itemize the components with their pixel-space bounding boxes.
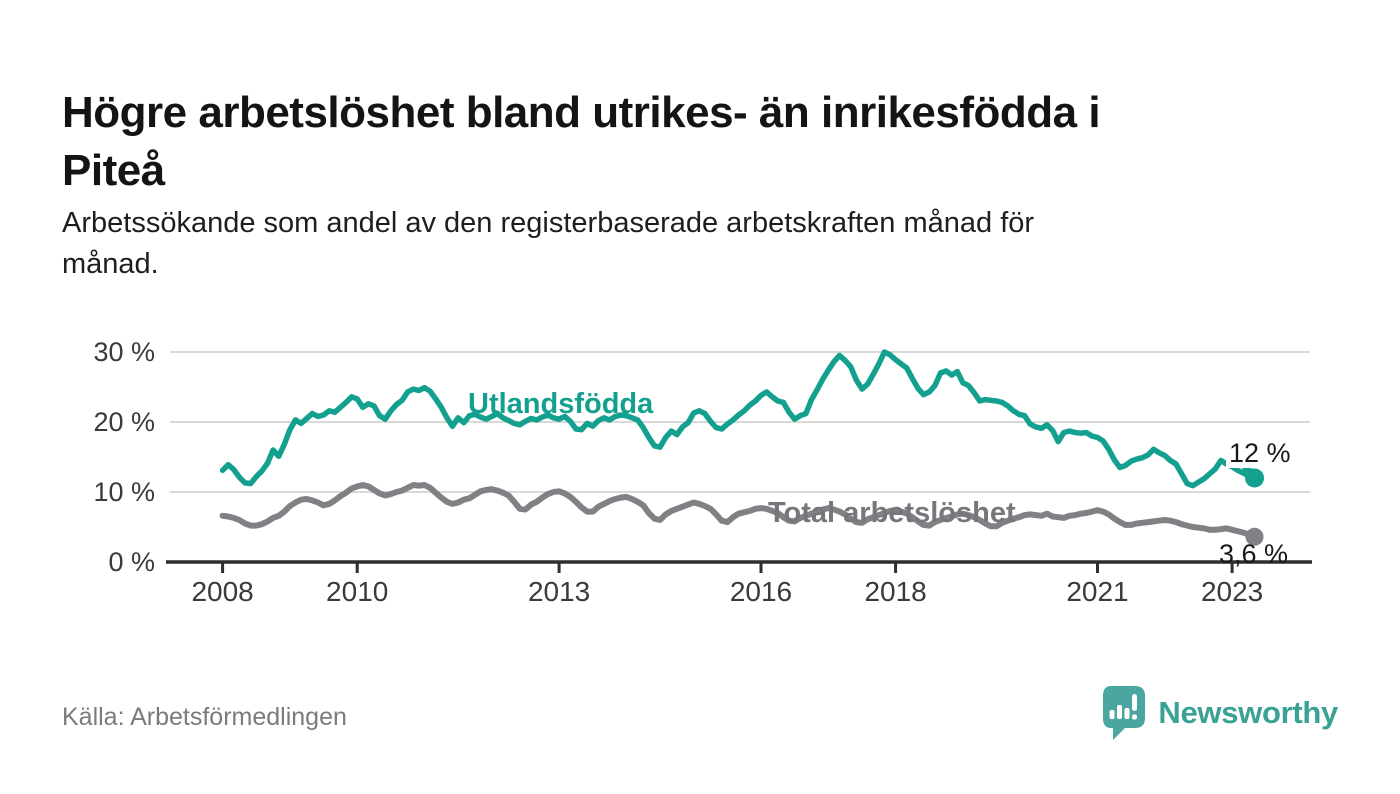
x-tick-label: 2018 — [864, 576, 926, 607]
y-tick-label: 10 % — [93, 477, 155, 507]
series-line-utlandsfodda — [219, 349, 1258, 489]
x-tick-label: 2013 — [528, 576, 590, 607]
y-tick-label: 0 % — [108, 547, 155, 577]
subtitle-line-2: månad. — [62, 247, 159, 280]
title-line-2: Piteå — [62, 145, 165, 195]
y-tick-label: 30 % — [93, 337, 155, 367]
subtitle-line-1: Arbetssökande som andel av den registerb… — [62, 207, 1035, 239]
series-label-total-arbetsloshet: Total arbetslöshet — [768, 497, 1016, 529]
end-value-label-utlandsfodda: 12 % — [1226, 439, 1294, 468]
x-tick-label: 2008 — [191, 576, 253, 607]
x-tick-label: 2021 — [1066, 576, 1128, 607]
end-marker-dot-total — [1245, 527, 1264, 546]
page-title: Högre arbetslöshet bland utrikes- än inr… — [62, 84, 1332, 198]
brand-footer: Newsworthy — [1099, 684, 1338, 742]
y-tick-label: 20 % — [93, 407, 155, 437]
brand-wordmark: Newsworthy — [1158, 695, 1338, 730]
series-label-utlandsfodda: Utlandsfödda — [468, 388, 654, 420]
chart-subtitle: Arbetssökande som andel av den registerb… — [62, 203, 1322, 284]
end-marker-dot-utlandsfodda — [1245, 468, 1265, 488]
x-tick-label: 2010 — [326, 576, 388, 607]
x-tick-label: 2016 — [730, 576, 792, 607]
series-line-total — [219, 482, 1258, 540]
line-chart: 0 % 10 % 20 % 30 % 2008 2010 2013 2016 2018 2021 2… — [93, 337, 1312, 607]
title-line-1: Högre arbetslöshet bland utrikes- än inr… — [62, 88, 1101, 138]
end-marker-tail — [1240, 465, 1254, 479]
newsworthy-logo-icon — [1103, 686, 1146, 740]
end-value-label-total: 3,6 % — [1219, 539, 1289, 569]
x-tick-label: 2023 — [1201, 576, 1263, 607]
source-note: Källa: Arbetsförmedlingen — [62, 703, 347, 731]
